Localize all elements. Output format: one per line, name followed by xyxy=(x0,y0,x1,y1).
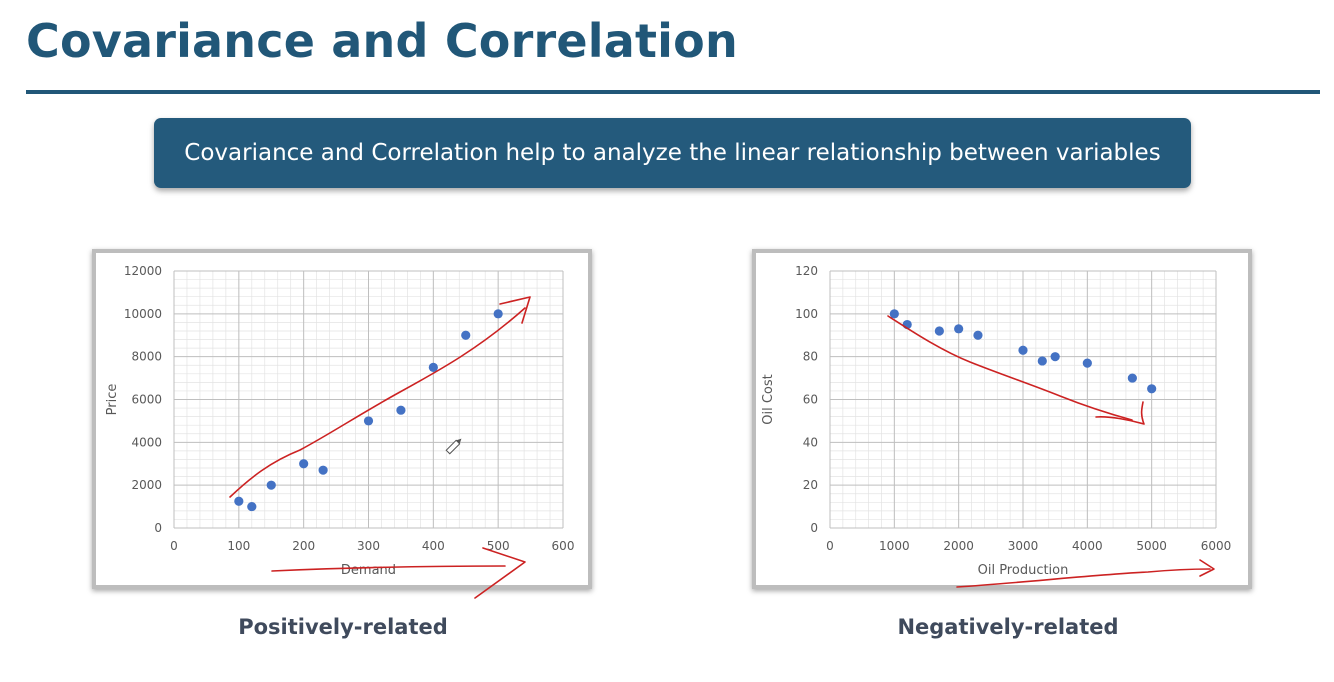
plot-grid xyxy=(829,270,1217,529)
data-point xyxy=(889,309,899,319)
y-tick-label: 60 xyxy=(803,393,818,407)
data-point xyxy=(954,324,964,334)
y-tick-label: 8000 xyxy=(131,350,162,364)
x-tick-label: 2000 xyxy=(943,539,974,553)
y-tick-label: 4000 xyxy=(131,435,162,449)
y-tick-label: 20 xyxy=(803,478,818,492)
data-point xyxy=(1018,345,1028,355)
y-tick-label: 0 xyxy=(810,521,818,535)
data-point xyxy=(363,416,374,426)
summary-banner: Covariance and Correlation help to analy… xyxy=(154,118,1191,188)
x-tick-label: 0 xyxy=(826,539,834,553)
y-tick-label: 2000 xyxy=(131,478,162,492)
data-point xyxy=(1147,384,1157,394)
caption-positive: Positively-related xyxy=(238,615,448,639)
y-tick-label: 100 xyxy=(795,307,818,321)
x-tick-label: 500 xyxy=(487,539,510,553)
x-tick-label: 1000 xyxy=(879,539,910,553)
x-tick-label: 600 xyxy=(552,539,575,553)
data-point xyxy=(1127,373,1137,383)
x-axis-label: Demand xyxy=(341,563,396,578)
y-tick-label: 10000 xyxy=(124,307,162,321)
data-point xyxy=(428,362,438,372)
data-point xyxy=(1037,356,1047,366)
y-tick-label: 6000 xyxy=(131,393,162,407)
x-tick-label: 400 xyxy=(422,539,445,553)
data-point xyxy=(299,459,309,469)
data-point xyxy=(396,405,406,415)
data-point xyxy=(266,480,276,490)
data-point xyxy=(973,330,983,340)
x-tick-label: 200 xyxy=(292,539,315,553)
x-tick-label: 0 xyxy=(170,539,178,553)
y-axis-label: Oil Cost xyxy=(761,374,776,425)
x-axis-label: Oil Production xyxy=(978,563,1069,578)
x-tick-label: 3000 xyxy=(1008,539,1039,553)
x-tick-label: 6000 xyxy=(1201,539,1232,553)
x-tick-label: 100 xyxy=(227,539,250,553)
negative-chart-frame: 0 1000 2000 3000 4000 5000 6000 0 20 40 60 80 100 120… xyxy=(752,249,1252,589)
data-point xyxy=(1050,352,1060,362)
data-point xyxy=(234,496,244,506)
banner-text: Covariance and Correlation help to analy… xyxy=(184,140,1161,166)
slide-title: Covariance and Correlation xyxy=(26,14,738,68)
plot-grid xyxy=(173,270,564,529)
data-point xyxy=(493,309,503,319)
caption-negative: Negatively-related xyxy=(897,615,1119,639)
negative-scatter-chart: 0 1000 2000 3000 4000 5000 6000 0 20 40 60 80 100 120… xyxy=(761,264,1232,578)
y-tick-label: 80 xyxy=(803,350,818,364)
data-point xyxy=(247,501,257,512)
title-underline xyxy=(26,90,1320,94)
data-point xyxy=(902,319,912,330)
data-point xyxy=(461,330,471,340)
y-tick-label: 12000 xyxy=(124,264,162,278)
x-tick-label: 5000 xyxy=(1136,539,1167,553)
x-tick-label: 300 xyxy=(357,539,380,553)
data-point xyxy=(318,465,328,475)
positive-chart-frame: 0 100 200 300 400 500 600 0 2000 4000 6000 8000 1000… xyxy=(92,249,592,589)
positive-scatter-chart: 0 100 200 300 400 500 600020004000600080001000… xyxy=(105,264,575,578)
data-point xyxy=(934,326,944,336)
y-tick-label: 120 xyxy=(795,264,818,278)
x-tick-label: 4000 xyxy=(1072,539,1103,553)
data-point xyxy=(1082,358,1092,368)
y-axis-label: Price xyxy=(105,384,120,416)
y-tick-label: 40 xyxy=(803,435,818,449)
y-tick-label: 0 xyxy=(154,521,162,535)
